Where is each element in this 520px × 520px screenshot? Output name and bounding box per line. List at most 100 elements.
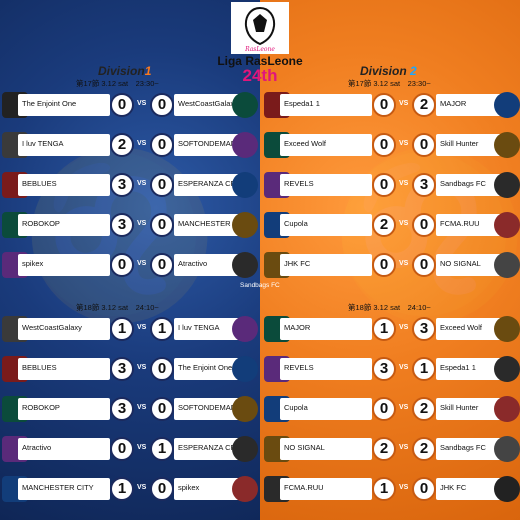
home-name-box — [18, 318, 110, 340]
home-name-box — [18, 254, 110, 276]
away-name-box — [174, 254, 244, 276]
match-row: WestCoastGalaxy 1 VS 1 I luv TENGA — [0, 316, 258, 342]
home-score: 0 — [372, 253, 396, 277]
match-row: ROBOKOP 3 VS 0 SOFTONDEMANDO — [0, 396, 258, 422]
home-name-box — [280, 254, 372, 276]
home-team-name: The Enjoint One — [22, 99, 77, 108]
away-team-name: Sandbags FC — [440, 179, 486, 188]
away-team-name: Skill Hunter — [440, 139, 479, 148]
away-team-name: WestCoastGalaxy — [178, 99, 238, 108]
away-team-name: ESPERANZA CF — [178, 179, 236, 188]
vs-label: VS — [399, 484, 409, 491]
away-name-box — [174, 438, 244, 460]
away-team-name: spikex — [178, 483, 200, 492]
vs-label: VS — [399, 404, 409, 411]
away-crest-icon — [232, 92, 258, 118]
home-name-box — [18, 438, 110, 460]
home-name-box — [18, 134, 110, 156]
match-row: BEBLUES 3 VS 0 ESPERANZA CF — [0, 172, 258, 198]
away-team-name: Exceed Wolf — [440, 323, 482, 332]
home-name-box — [280, 94, 372, 116]
match-row: Cupola 2 VS 0 FCMA.RUU — [262, 212, 520, 238]
away-score: 0 — [150, 477, 174, 501]
match-row: Atractivo 0 VS 1 ESPERANZA CF — [0, 436, 258, 462]
away-name-box — [436, 318, 506, 340]
home-score: 0 — [372, 397, 396, 421]
away-name-box — [174, 358, 244, 380]
match-row: BEBLUES 3 VS 0 The Enjoint One — [0, 356, 258, 382]
away-crest-icon — [494, 356, 520, 382]
away-name-box — [174, 318, 244, 340]
away-team-name: FCMA.RUU — [440, 219, 480, 228]
home-score: 0 — [110, 93, 134, 117]
away-crest-icon — [232, 172, 258, 198]
vs-label: VS — [399, 444, 409, 451]
away-crest-icon — [232, 356, 258, 382]
vs-label: VS — [399, 364, 409, 371]
away-crest-icon — [232, 212, 258, 238]
home-name-box — [18, 398, 110, 420]
vs-label: VS — [137, 220, 147, 227]
home-team-name: WestCoastGalaxy — [22, 323, 82, 332]
home-name-box — [18, 214, 110, 236]
home-name-box — [280, 358, 372, 380]
home-name-box — [280, 174, 372, 196]
away-team-name: Sandbags FC — [440, 443, 486, 452]
away-score: 2 — [412, 437, 436, 461]
match-row: NO SIGNAL 2 VS 2 Sandbags FC — [262, 436, 520, 462]
home-name-box — [280, 318, 372, 340]
away-crest-icon — [232, 476, 258, 502]
vs-label: VS — [137, 100, 147, 107]
away-team-name: NO SIGNAL — [440, 259, 481, 268]
vs-label: VS — [137, 364, 147, 371]
home-name-box — [280, 478, 372, 500]
away-score: 1 — [412, 357, 436, 381]
away-score: 2 — [412, 93, 436, 117]
d1-round18-label: 第18節 3.12 sat 24:10~ — [76, 303, 159, 312]
home-team-name: REVELS — [284, 179, 314, 188]
match-row: FCMA.RUU 1 VS 0 JHK FC — [262, 476, 520, 502]
away-team-name: SOFTONDEMANDO — [178, 403, 248, 412]
home-team-name: NO SIGNAL — [284, 443, 325, 452]
home-score: 3 — [110, 213, 134, 237]
away-score: 3 — [412, 317, 436, 341]
division-2-title: Division 2 — [360, 64, 417, 78]
home-score: 3 — [110, 357, 134, 381]
away-score: 0 — [150, 93, 174, 117]
league-header: RasLeone Liga RasLeone 24th — [195, 0, 325, 90]
away-crest-icon — [232, 436, 258, 462]
match-row: REVELS 0 VS 3 Sandbags FC — [262, 172, 520, 198]
home-score: 0 — [372, 133, 396, 157]
home-team-name: BEBLUES — [22, 179, 57, 188]
match-row: Cupola 0 VS 2 Skill Hunter — [262, 396, 520, 422]
home-team-name: Atractivo — [22, 443, 52, 452]
away-score: 0 — [150, 173, 174, 197]
home-team-name: JHK FC — [284, 259, 311, 268]
home-score: 2 — [110, 133, 134, 157]
away-score: 0 — [150, 397, 174, 421]
away-score: 0 — [412, 213, 436, 237]
match-row: ROBOKOP 3 VS 0 MANCHESTER CITY — [0, 212, 258, 238]
match-row: MANCHESTER CITY 1 VS 0 spikex — [0, 476, 258, 502]
away-score: 0 — [150, 213, 174, 237]
match-row: The Enjoint One 0 VS 0 WestCoastGalaxy — [0, 92, 258, 118]
home-score: 1 — [110, 317, 134, 341]
match-row: MAJOR 1 VS 3 Exceed Wolf — [262, 316, 520, 342]
vs-label: VS — [137, 140, 147, 147]
away-name-box — [436, 358, 506, 380]
home-score: 0 — [372, 173, 396, 197]
away-team-name: I luv TENGA — [178, 323, 220, 332]
away-team-name: MAJOR — [440, 99, 467, 108]
home-score: 1 — [372, 477, 396, 501]
vs-label: VS — [399, 100, 409, 107]
away-score: 0 — [412, 133, 436, 157]
home-team-name: MAJOR — [284, 323, 311, 332]
away-team-name: Atractivo — [178, 259, 208, 268]
home-score: 0 — [372, 93, 396, 117]
league-logo: RasLeone — [231, 2, 289, 54]
away-team-name: SOFTONDEMANDO — [178, 139, 248, 148]
vs-label: VS — [137, 180, 147, 187]
home-score: 3 — [372, 357, 396, 381]
home-score: 2 — [372, 437, 396, 461]
home-name-box — [280, 438, 372, 460]
